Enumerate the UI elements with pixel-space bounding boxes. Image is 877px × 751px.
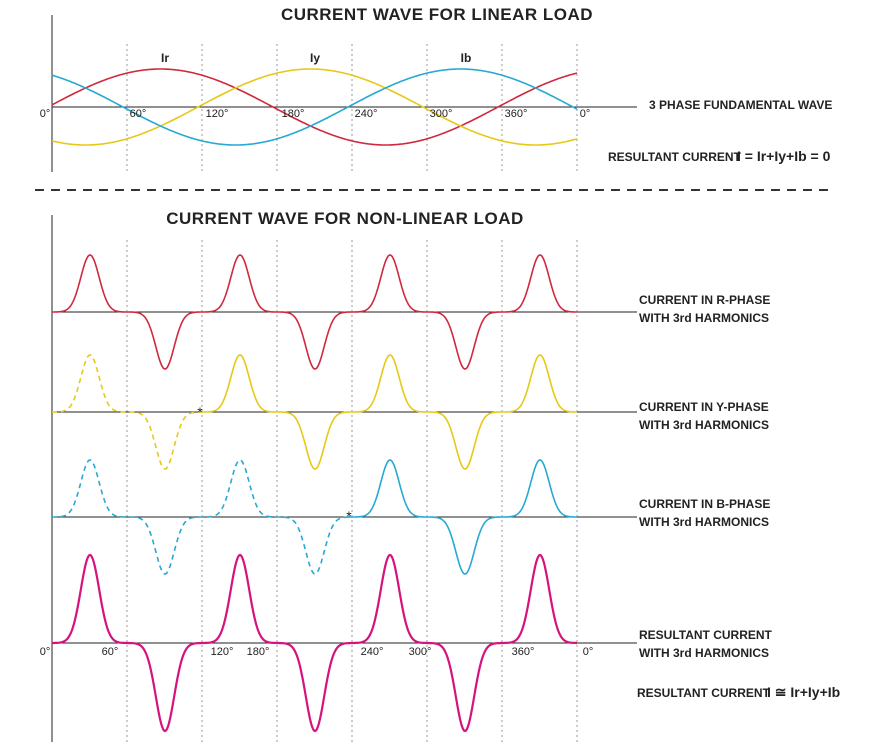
axis-label: 0° [583, 646, 594, 658]
axis-label: 300° [409, 646, 432, 658]
sine-wave [51, 68, 578, 146]
wave-label: Ir [161, 51, 169, 65]
harmonic-wave [200, 354, 577, 470]
row-label: CURRENT IN R-PHASE [639, 293, 770, 307]
bottom-resultant-formula: I ≅ Ir+Iy+Ib [767, 684, 840, 700]
axis-label: 0° [40, 646, 51, 658]
sine-wave [51, 68, 578, 146]
row-label: RESULTANT CURRENT [639, 628, 773, 642]
row-label: CURRENT IN Y-PHASE [639, 400, 769, 414]
resultant-formula: I = Ir+Iy+Ib = 0 [737, 148, 831, 164]
wave-label: Iy [310, 51, 320, 65]
bottom-title: CURRENT WAVE FOR NON-LINEAR LOAD [166, 209, 524, 228]
wave-label: Ib [461, 51, 472, 65]
row-label: WITH 3rd HARMONICS [639, 418, 769, 432]
row-label: CURRENT IN B-PHASE [639, 497, 770, 511]
harmonic-wave [350, 459, 577, 575]
axis-label: 0° [40, 108, 51, 120]
axis-label: 240° [361, 646, 384, 658]
axis-label: 360° [512, 646, 535, 658]
axis-label: 360° [505, 108, 528, 120]
axis-label: 300° [430, 108, 453, 120]
axis-label: 120° [211, 646, 234, 658]
top-title: CURRENT WAVE FOR LINEAR LOAD [281, 5, 593, 24]
row-label: WITH 3rd HARMONICS [639, 311, 769, 325]
harmonic-wave [52, 354, 201, 470]
row-label: WITH 3rd HARMONICS [639, 515, 769, 529]
marker: * [346, 508, 352, 524]
fundamental-label: 3 PHASE FUNDAMENTAL WAVE [649, 98, 832, 112]
axis-label: 60° [102, 646, 119, 658]
axis-label: 180° [282, 108, 305, 120]
axis-label: 240° [355, 108, 378, 120]
axis-label: 60° [130, 108, 147, 120]
sine-wave [51, 68, 578, 146]
bottom-resultant-label: RESULTANT CURRENT [637, 686, 771, 700]
axis-label: 180° [247, 646, 270, 658]
harmonic-wave [52, 254, 577, 370]
marker: * [197, 404, 203, 420]
axis-label: 0° [580, 108, 591, 120]
resultant-label: RESULTANT CURRENT [608, 150, 742, 164]
axis-label: 120° [206, 108, 229, 120]
harmonic-wave [52, 553, 577, 733]
row-label: WITH 3rd HARMONICS [639, 646, 769, 660]
harmonic-wave [52, 459, 351, 575]
